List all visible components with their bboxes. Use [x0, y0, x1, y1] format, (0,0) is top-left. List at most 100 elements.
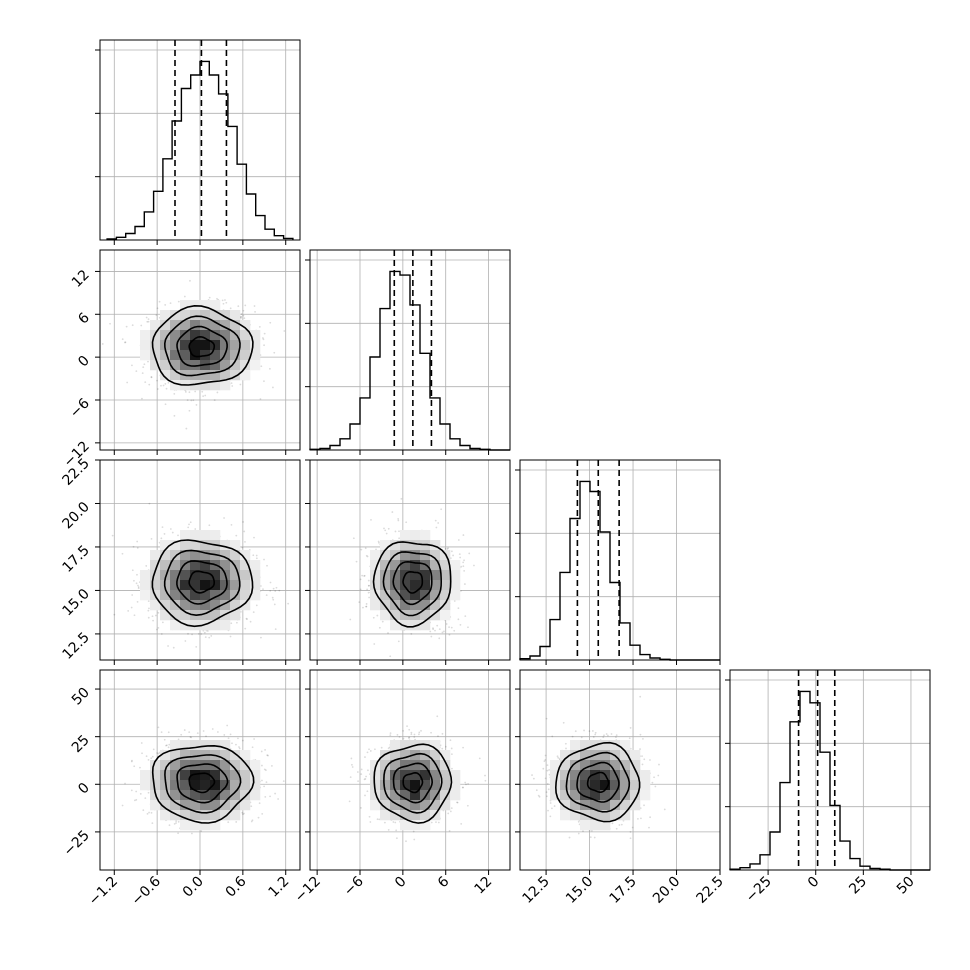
density-bin — [210, 330, 221, 341]
scatter-point — [255, 604, 258, 607]
density-bin — [200, 740, 211, 751]
scatter-point — [135, 370, 138, 373]
density-bin — [140, 580, 151, 591]
density-bin — [370, 550, 381, 561]
scatter-point — [453, 600, 456, 602]
scatter-point — [229, 733, 232, 736]
scatter-point — [462, 565, 465, 568]
density-bin — [140, 570, 151, 581]
scatter-point — [383, 527, 385, 530]
scatter-point — [189, 736, 192, 738]
density-bin — [230, 340, 241, 351]
density-bin — [220, 590, 231, 601]
density-bin — [240, 600, 251, 611]
scatter-point — [260, 636, 262, 639]
scatter-point — [462, 746, 464, 749]
density-bin — [170, 580, 181, 591]
density-bin — [160, 350, 171, 361]
scatter-point — [432, 627, 434, 630]
scatter-point — [160, 537, 163, 540]
scatter-point — [366, 588, 369, 591]
scatter-point — [142, 366, 145, 369]
density-bin — [160, 360, 171, 371]
density-bin — [210, 600, 221, 611]
scatter-point — [165, 387, 168, 390]
scatter-point — [186, 399, 189, 402]
panel-3-0 — [99, 669, 301, 871]
density-bin — [180, 570, 191, 581]
scatter-point — [378, 541, 380, 544]
scatter-point — [385, 532, 388, 535]
contour-line — [163, 315, 241, 377]
density-bin — [180, 360, 191, 371]
scatter-point — [184, 640, 187, 642]
scatter-point — [133, 765, 136, 768]
density-bin — [210, 770, 221, 781]
scatter-point — [261, 812, 264, 815]
scatter-point — [366, 555, 369, 558]
density-bin — [170, 310, 181, 321]
density-bin — [220, 340, 231, 351]
scatter-point — [157, 726, 160, 729]
density-bin — [190, 740, 201, 751]
scatter-point — [183, 295, 186, 298]
density-bin — [150, 560, 161, 571]
density-bin — [230, 780, 241, 791]
density-bin — [180, 770, 191, 781]
scatter-point — [194, 390, 197, 393]
scatter-point — [397, 519, 400, 522]
density-bin — [210, 370, 221, 381]
density-bin — [190, 380, 201, 391]
density-bin — [380, 540, 391, 551]
density-bin — [200, 380, 211, 391]
scatter-point — [169, 302, 172, 305]
density-bin — [420, 610, 431, 621]
scatter-point — [133, 799, 136, 802]
density-bin — [410, 580, 421, 591]
panel-3-1 — [309, 669, 511, 871]
scatter-point — [434, 519, 437, 522]
scatter-point — [258, 802, 261, 805]
scatter-point — [253, 305, 256, 307]
density-bin — [430, 610, 441, 621]
density-bin — [380, 550, 391, 561]
scatter-point — [169, 528, 172, 530]
density-bin — [430, 540, 441, 551]
scatter-point — [238, 746, 240, 748]
scatter-point — [264, 749, 266, 751]
density-bin — [160, 810, 171, 821]
density-bin — [430, 550, 441, 561]
scatter-point — [287, 602, 290, 605]
scatter-point — [363, 778, 366, 781]
density-bin — [180, 550, 191, 561]
density-bin — [410, 530, 421, 541]
scatter-point — [168, 824, 171, 827]
density-bin — [220, 600, 231, 611]
scatter-point — [204, 636, 207, 639]
scatter-point — [229, 635, 232, 638]
density-bin — [240, 560, 251, 571]
scatter-point — [365, 603, 368, 605]
scatter-point — [167, 731, 170, 734]
scatter-point — [177, 820, 180, 823]
density-bin — [200, 580, 211, 591]
scatter-point — [358, 601, 361, 603]
scatter-point — [463, 583, 466, 585]
scatter-point — [243, 530, 246, 533]
scatter-point — [377, 540, 380, 543]
scatter-point — [271, 596, 274, 599]
scatter-point — [133, 614, 136, 617]
scatter-point — [387, 632, 389, 634]
scatter-point — [242, 314, 245, 317]
density-bin — [210, 810, 221, 821]
scatter-point — [157, 611, 160, 614]
density-bin — [380, 590, 391, 601]
scatter-point — [147, 609, 150, 612]
scatter-point — [213, 399, 216, 402]
scatter-point — [365, 605, 368, 608]
scatter-point — [463, 569, 466, 572]
scatter-point — [365, 605, 368, 608]
density-bin — [160, 790, 171, 801]
density-bin — [230, 610, 241, 621]
density-bin — [400, 620, 411, 631]
